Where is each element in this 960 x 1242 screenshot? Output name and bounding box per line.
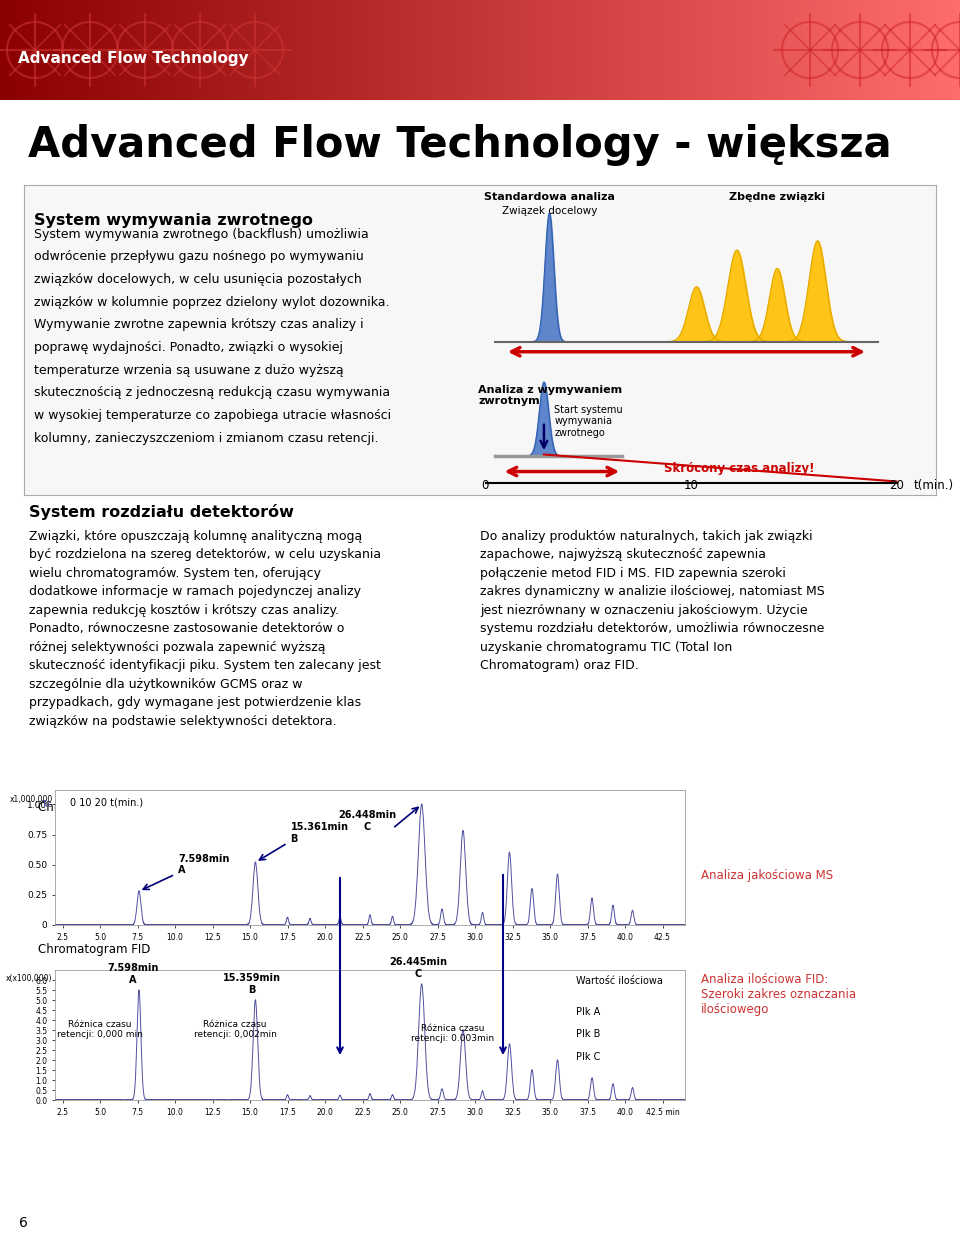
Text: Skrócony czas analizy!: Skrócony czas analizy! <box>664 462 815 476</box>
Text: zapewnia redukcję kosztów i krótszy czas analizy.: zapewnia redukcję kosztów i krótszy czas… <box>29 604 339 617</box>
Text: Związek docelowy: Związek docelowy <box>502 206 597 216</box>
Text: zapachowe, najwyższą skuteczność zapewnia: zapachowe, najwyższą skuteczność zapewni… <box>480 549 766 561</box>
Text: Związki, które opuszczają kolumnę analityczną mogą: Związki, które opuszczają kolumnę analit… <box>29 530 362 543</box>
Text: x1,000,000: x1,000,000 <box>10 795 53 804</box>
Text: związków w kolumnie poprzez dzielony wylot dozownika.: związków w kolumnie poprzez dzielony wyl… <box>34 296 389 309</box>
Text: Wartość ilościowa: Wartość ilościowa <box>576 976 662 986</box>
Text: System rozdziału detektorów: System rozdziału detektorów <box>29 504 294 520</box>
Text: systemu rozdziału detektorów, umożliwia równoczesne: systemu rozdziału detektorów, umożliwia … <box>480 622 825 636</box>
Text: Analiza ilościowa FID:
Szeroki zakres oznaczania
ilościowego: Analiza ilościowa FID: Szeroki zakres oz… <box>701 974 856 1016</box>
Text: Tic: Tic <box>42 800 53 809</box>
Text: 26.448min
C: 26.448min C <box>338 810 396 832</box>
Text: wielu chromatogramów. System ten, oferujący: wielu chromatogramów. System ten, oferuj… <box>29 568 321 580</box>
Text: Ponadto, równoczesne zastosowanie detektorów o: Ponadto, równoczesne zastosowanie detekt… <box>29 622 345 636</box>
Text: temperaturze wrzenia są usuwane z dużo wyższą: temperaturze wrzenia są usuwane z dużo w… <box>34 364 344 376</box>
Text: t(min.): t(min.) <box>914 478 953 492</box>
Text: zakres dynamiczny w analizie ilościowej, natomiast MS: zakres dynamiczny w analizie ilościowej,… <box>480 585 825 599</box>
Text: Chromatogram całkowitego prądu jonowego TIC: Chromatogram całkowitego prądu jonowego … <box>38 801 324 814</box>
Text: Analiza z wymywaniem
zwrotnym: Analiza z wymywaniem zwrotnym <box>478 385 623 406</box>
Text: PIk B: PIk B <box>576 1030 600 1040</box>
Text: 7.598min
A: 7.598min A <box>108 964 158 985</box>
Text: w wysokiej temperaturze co zapobiega utracie własności: w wysokiej temperaturze co zapobiega utr… <box>34 409 391 422</box>
Text: związków na podstawie selektywności detektora.: związków na podstawie selektywności dete… <box>29 715 336 728</box>
Text: Różnica czasu
retencji: 0,002min: Różnica czasu retencji: 0,002min <box>194 1020 276 1040</box>
Text: przypadkach, gdy wymagane jest potwierdzenie klas: przypadkach, gdy wymagane jest potwierdz… <box>29 697 361 709</box>
Text: związków docelowych, w celu usunięcia pozostałych: związków docelowych, w celu usunięcia po… <box>34 273 361 286</box>
Text: Analiza jakościowa MS: Analiza jakościowa MS <box>701 869 833 882</box>
Text: Chromatogram) oraz FID.: Chromatogram) oraz FID. <box>480 660 638 672</box>
Text: 26.445min
C: 26.445min C <box>389 958 447 979</box>
Text: PIk C: PIk C <box>576 1052 600 1062</box>
Text: System wymywania zwrotnego: System wymywania zwrotnego <box>34 212 313 227</box>
Text: 15.359min
B: 15.359min B <box>223 974 280 995</box>
Text: uzyskanie chromatogramu TIC (Total Ion: uzyskanie chromatogramu TIC (Total Ion <box>480 641 732 655</box>
Text: jest niezrównany w oznaczeniu jakościowym. Użycie: jest niezrównany w oznaczeniu jakościowy… <box>480 604 807 617</box>
Text: System wymywania zwrotnego (backflush) umożliwia: System wymywania zwrotnego (backflush) u… <box>34 227 369 241</box>
Text: Advanced Flow Technology: Advanced Flow Technology <box>18 51 249 66</box>
Text: Wymywanie zwrotne zapewnia krótszy czas analizy i: Wymywanie zwrotne zapewnia krótszy czas … <box>34 318 363 332</box>
Text: różnej selektywności pozwala zapewnić wyższą: różnej selektywności pozwala zapewnić wy… <box>29 641 325 655</box>
Text: 0 10 20 t(min.): 0 10 20 t(min.) <box>70 797 143 807</box>
Text: odwrócenie przepływu gazu nośnego po wymywaniu: odwrócenie przepływu gazu nośnego po wym… <box>34 251 363 263</box>
Text: PIk A: PIk A <box>576 1007 600 1017</box>
Text: Chromatogram FID: Chromatogram FID <box>38 943 151 955</box>
Text: 20: 20 <box>889 478 904 492</box>
Text: szczególnie dla użytkowników GCMS oraz w: szczególnie dla użytkowników GCMS oraz w <box>29 678 302 691</box>
Text: skutecznością z jednoczesną redukcją czasu wymywania: skutecznością z jednoczesną redukcją cza… <box>34 386 390 400</box>
Text: Zbędne związki: Zbędne związki <box>730 191 826 201</box>
Text: 0: 0 <box>481 478 489 492</box>
Text: skuteczność identyfikacji piku. System ten zalecany jest: skuteczność identyfikacji piku. System t… <box>29 660 381 672</box>
Text: Do analizy produktów naturalnych, takich jak związki: Do analizy produktów naturalnych, takich… <box>480 530 812 543</box>
Text: poprawę wydajności. Ponadto, związki o wysokiej: poprawę wydajności. Ponadto, związki o w… <box>34 342 343 354</box>
Text: Standardowa analiza: Standardowa analiza <box>484 191 614 201</box>
Text: być rozdzielona na szereg detektorów, w celu uzyskania: być rozdzielona na szereg detektorów, w … <box>29 549 381 561</box>
Text: 15.361min
B: 15.361min B <box>291 822 348 843</box>
Text: Advanced Flow Technology - większa: Advanced Flow Technology - większa <box>28 124 892 166</box>
Text: Start systemu
wymywania
zwrotnego: Start systemu wymywania zwrotnego <box>555 405 623 438</box>
Text: 6: 6 <box>19 1216 28 1231</box>
Text: kolumny, zanieczyszczeniom i zmianom czasu retencji.: kolumny, zanieczyszczeniom i zmianom cza… <box>34 432 378 445</box>
Text: 10: 10 <box>684 478 698 492</box>
Text: Różnica czasu
retencji: 0.003min: Różnica czasu retencji: 0.003min <box>411 1023 494 1043</box>
Text: Różnica czasu
retencji: 0,000 min: Różnica czasu retencji: 0,000 min <box>57 1020 143 1040</box>
Text: 7.598min
A: 7.598min A <box>178 853 229 876</box>
Text: x(x100,000): x(x100,000) <box>7 974 53 982</box>
Text: połączenie metod FID i MS. FID zapewnia szeroki: połączenie metod FID i MS. FID zapewnia … <box>480 568 786 580</box>
Text: dodatkowe informacje w ramach pojedynczej analizy: dodatkowe informacje w ramach pojedyncze… <box>29 585 361 599</box>
